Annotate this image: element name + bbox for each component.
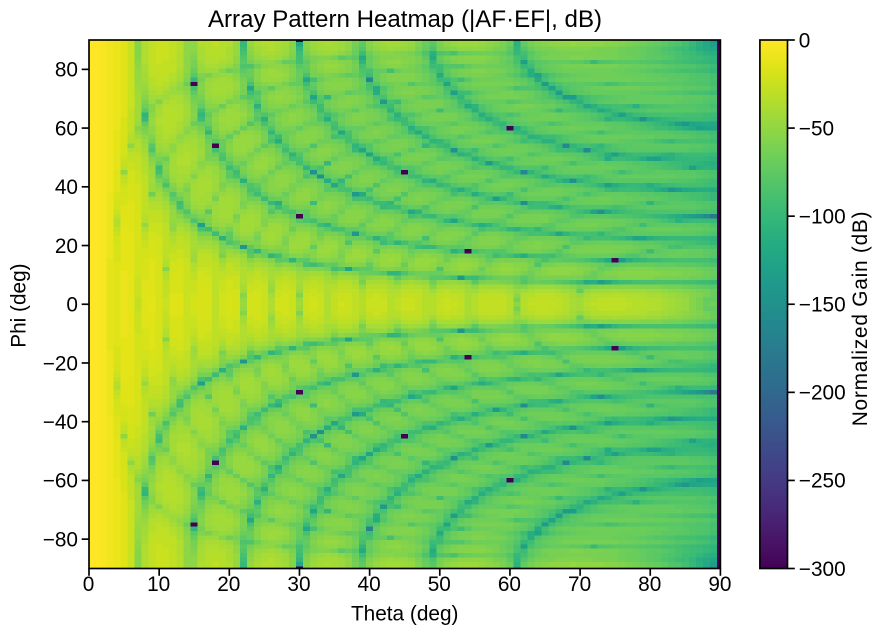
svg-text:0: 0 — [66, 294, 78, 317]
svg-text:Array Pattern Heatmap (|AF·EF|: Array Pattern Heatmap (|AF·EF|, dB) — [208, 6, 602, 33]
svg-text:−250: −250 — [799, 470, 846, 493]
svg-text:40: 40 — [358, 573, 381, 596]
svg-text:50: 50 — [428, 573, 451, 596]
svg-text:−150: −150 — [799, 294, 846, 317]
svg-text:−50: −50 — [799, 117, 834, 140]
svg-text:0: 0 — [83, 573, 95, 596]
svg-text:−20: −20 — [43, 352, 78, 375]
svg-text:20: 20 — [217, 573, 240, 596]
svg-text:−200: −200 — [799, 382, 846, 405]
svg-text:−80: −80 — [43, 528, 78, 551]
svg-text:40: 40 — [55, 176, 78, 199]
svg-text:20: 20 — [55, 235, 78, 258]
svg-text:−300: −300 — [799, 558, 846, 581]
svg-text:−100: −100 — [799, 205, 846, 228]
svg-text:−60: −60 — [43, 470, 78, 493]
svg-text:0: 0 — [799, 29, 811, 52]
svg-text:Theta (deg): Theta (deg) — [351, 603, 459, 626]
svg-text:−40: −40 — [43, 411, 78, 434]
svg-text:Phi (deg): Phi (deg) — [7, 263, 30, 347]
svg-text:Normalized Gain (dB): Normalized Gain (dB) — [849, 211, 872, 427]
svg-text:80: 80 — [55, 59, 78, 82]
svg-text:60: 60 — [55, 117, 78, 140]
svg-text:60: 60 — [498, 573, 521, 596]
svg-text:70: 70 — [568, 573, 591, 596]
svg-text:30: 30 — [287, 573, 310, 596]
svg-text:10: 10 — [147, 573, 170, 596]
svg-text:90: 90 — [708, 573, 731, 596]
svg-text:80: 80 — [638, 573, 661, 596]
